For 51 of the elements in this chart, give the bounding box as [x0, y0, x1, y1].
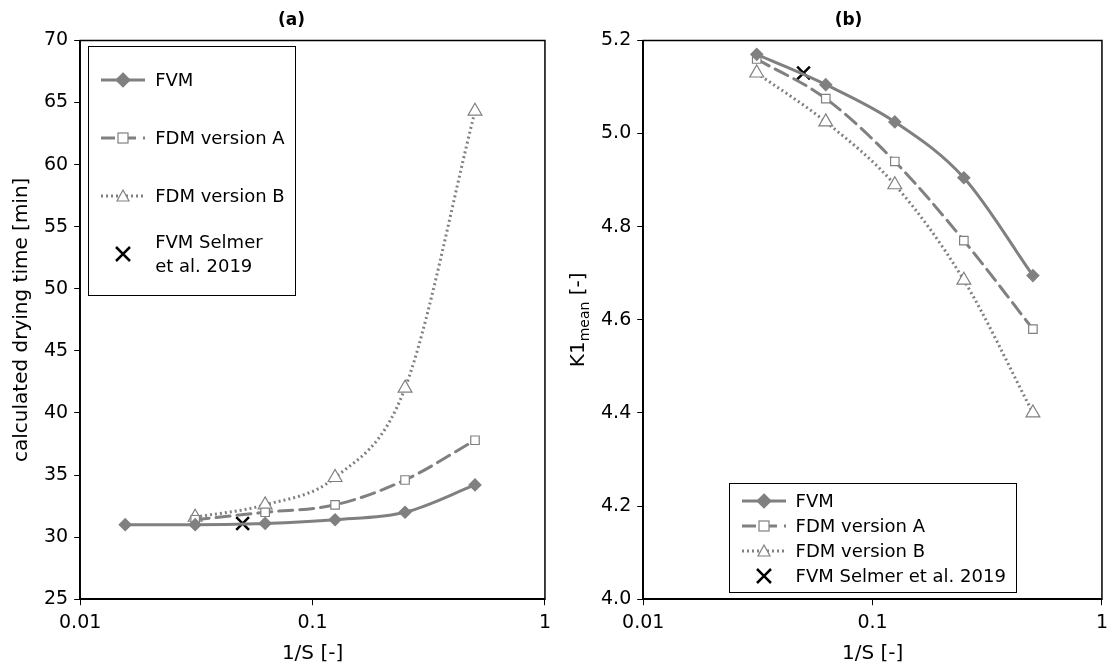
y-tick-label: 45 [43, 337, 69, 360]
x-tick-label: 0.01 [59, 609, 102, 632]
y-axis-title: K1mean [-] [565, 272, 592, 368]
y-tick-label: 4.8 [601, 213, 632, 236]
y-tick-label: 4.0 [601, 586, 632, 609]
legend-label: FDM version A [795, 513, 926, 538]
point [956, 271, 972, 285]
x-tick-label: 1 [1095, 609, 1108, 632]
x-tick-label: 0.1 [297, 609, 328, 632]
legend-label: FVM Selmer et al. 2019 [795, 563, 1006, 588]
y-tick-label: 4.6 [601, 306, 632, 329]
y-tick-label: 4.4 [601, 399, 632, 422]
legend-label: FDM version B [155, 184, 285, 209]
chart-title: (a) [277, 8, 306, 29]
legend-label: FVM Selmer et al. 2019 [155, 230, 264, 279]
x-tick-label: 1 [538, 609, 551, 632]
y-tick-label: 25 [43, 586, 69, 609]
point [887, 176, 903, 190]
y-tick-label: 55 [43, 213, 69, 236]
y-tick-label: 5.2 [601, 27, 632, 50]
point [750, 47, 764, 61]
point [957, 171, 971, 185]
x-axis-title: 1/S [-] [281, 640, 344, 665]
point [889, 156, 900, 167]
chart-title: (b) [834, 8, 863, 29]
point [1025, 404, 1041, 418]
y-tick-label: 5.0 [601, 120, 632, 143]
y-tick-label: 70 [43, 27, 69, 50]
point [888, 115, 902, 129]
point [1028, 324, 1038, 334]
point [959, 235, 969, 246]
y-tick-label: 65 [43, 89, 69, 112]
x-axis-title: 1/S [-] [841, 640, 904, 665]
y-tick-label: 60 [43, 151, 69, 174]
point [819, 78, 833, 92]
y-axis-title: calculated drying time [min] [8, 177, 33, 462]
x-tick-label: 0.01 [622, 609, 665, 632]
y-tick-label: 40 [43, 399, 69, 422]
point [749, 64, 765, 78]
x-tick-label: 0.1 [857, 609, 888, 632]
y-tick-label: 30 [43, 524, 69, 547]
point [820, 93, 831, 104]
point [1026, 268, 1040, 283]
y-tick-label: 50 [43, 275, 69, 298]
point [818, 113, 834, 127]
y-tick-label: 35 [43, 461, 69, 484]
legend-label: FDM version B [795, 538, 926, 563]
y-tick-label: 4.2 [601, 493, 632, 515]
legend-label: FVM [155, 68, 194, 93]
legend-label: FDM version A [155, 126, 285, 151]
legend-label: FVM [795, 488, 834, 513]
